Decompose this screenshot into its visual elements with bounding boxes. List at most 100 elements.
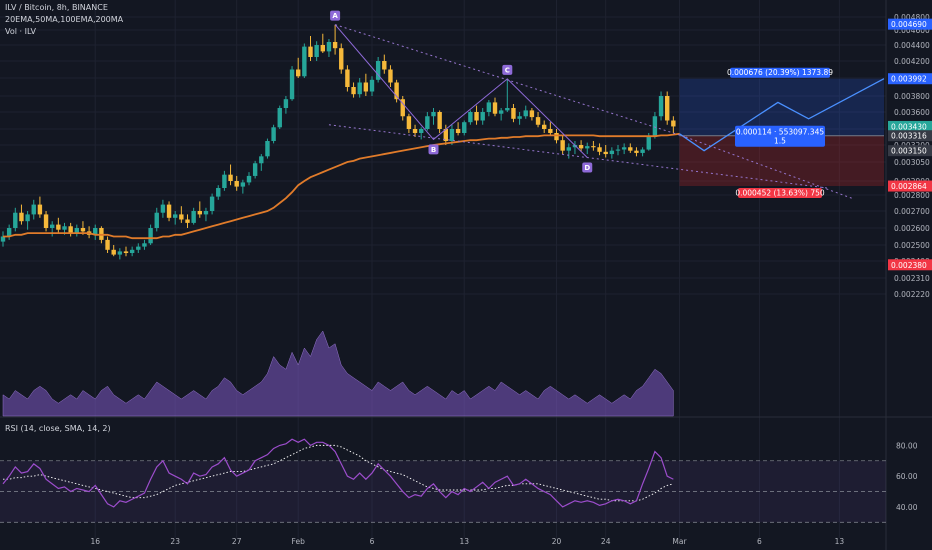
time-tick: 13 [459, 537, 469, 546]
candle-body [351, 87, 356, 95]
candle-body [591, 146, 596, 148]
price-tag: 0.003150 [891, 147, 927, 156]
candle-body [658, 96, 664, 117]
price-tag-box [888, 130, 932, 142]
candle-body [388, 69, 393, 83]
candle-body [296, 69, 301, 77]
pattern-point-c-box [502, 64, 513, 75]
candle-body [517, 116, 522, 119]
candle-body [578, 145, 584, 149]
candle-body [326, 42, 332, 52]
candle-body [585, 146, 590, 149]
symbol-title[interactable]: ILV / Bitcoin, 8h, BINANCE [5, 3, 108, 12]
time-tick: 27 [232, 537, 242, 546]
candle-body [332, 42, 338, 49]
price-tag: 0.004690 [891, 20, 927, 29]
price-tick: 0.003050 [894, 158, 930, 167]
price-tick: 0.003600 [894, 108, 930, 117]
candle-body [283, 99, 289, 108]
rsi-lines [2, 438, 674, 508]
abcd-pattern[interactable]: A B C D [328, 10, 852, 199]
price-tick: 0.002700 [894, 207, 930, 216]
candle-body [216, 188, 221, 197]
candle-body [431, 112, 436, 117]
candle-body [123, 251, 129, 253]
candle-body [646, 137, 651, 150]
position-zones[interactable]: 0.000676 (20.39%) 1373.89 0.000452 (13.63… [679, 67, 885, 199]
candle-body [375, 61, 381, 80]
volume-bars [2, 330, 674, 417]
candle-body [535, 117, 541, 125]
candle-body [542, 124, 547, 129]
candle-body [209, 196, 215, 211]
price-tick: 0.004600 [894, 26, 930, 35]
candle-body [400, 99, 405, 117]
candle-body [640, 149, 645, 153]
candle-body [671, 120, 676, 127]
candle-body [228, 174, 233, 181]
candle-body [68, 226, 73, 234]
price-tag-box [888, 259, 932, 271]
candle-body [31, 204, 36, 215]
price-tick: 0.002220 [894, 290, 930, 299]
price-tag-box [888, 145, 932, 157]
ratio-label: 1.5 [774, 137, 786, 146]
candle-body [449, 129, 455, 141]
projected-path [679, 78, 885, 152]
candle-body [185, 219, 190, 223]
target-label: 0.000676 (20.39%) 1373.89 [727, 68, 833, 77]
candle-body [412, 129, 418, 133]
moving-average [3, 132, 680, 240]
pattern-point-d-box [582, 162, 593, 173]
rsi-ma-line [3, 444, 674, 502]
candle-body [468, 112, 473, 123]
time-tick: Feb [292, 537, 306, 546]
candle-body [548, 129, 553, 133]
candle-body [609, 150, 615, 155]
candle-body [339, 48, 344, 70]
candle-body [240, 182, 246, 187]
candle-body [117, 251, 123, 255]
candle-body [0, 236, 6, 242]
price-tick: 0.003800 [894, 92, 930, 101]
price-tick: 0.002500 [894, 241, 930, 250]
candle-body [634, 150, 639, 153]
risk-label: 0.000114 · 553097.345 [736, 128, 824, 137]
candle-body [136, 246, 141, 250]
candle-body [129, 249, 135, 253]
price-tag: 0.002380 [891, 261, 927, 270]
candle-body [259, 156, 264, 164]
candle-body [425, 116, 430, 129]
candle-body [314, 45, 319, 57]
candle-body [234, 181, 239, 187]
candle-body [474, 112, 479, 121]
candle-body [142, 243, 147, 247]
candle-body [523, 110, 528, 117]
candle-body [345, 69, 350, 87]
volume-legend[interactable]: Vol · ILV [5, 27, 37, 36]
volume-area [2, 330, 674, 417]
pattern-point-d: D [584, 164, 590, 172]
candle-body [50, 224, 55, 228]
time-tick: 20 [552, 537, 562, 546]
candle-body [246, 175, 252, 183]
candle-body [13, 212, 18, 228]
candle-body [43, 214, 49, 228]
pattern-point-a-box [330, 10, 341, 21]
price-tag: 0.003992 [891, 75, 927, 84]
price-tick: 0.004800 [894, 13, 930, 22]
indicator-legend[interactable]: 20EMA,50MA,100EMA,200MA [5, 15, 124, 24]
price-tag: 0.003316 [891, 132, 927, 141]
price-tag: 0.003430 [891, 122, 927, 131]
risk-box [735, 125, 825, 147]
lower-trendline [328, 124, 828, 189]
price-tag-box [888, 18, 932, 30]
candle-body [56, 224, 61, 230]
rsi-legend[interactable]: RSI (14, close, SMA, 14, 2) [5, 424, 111, 433]
candle-body [529, 110, 535, 118]
candle-body [505, 108, 510, 111]
pattern-point-b: B [431, 146, 436, 154]
